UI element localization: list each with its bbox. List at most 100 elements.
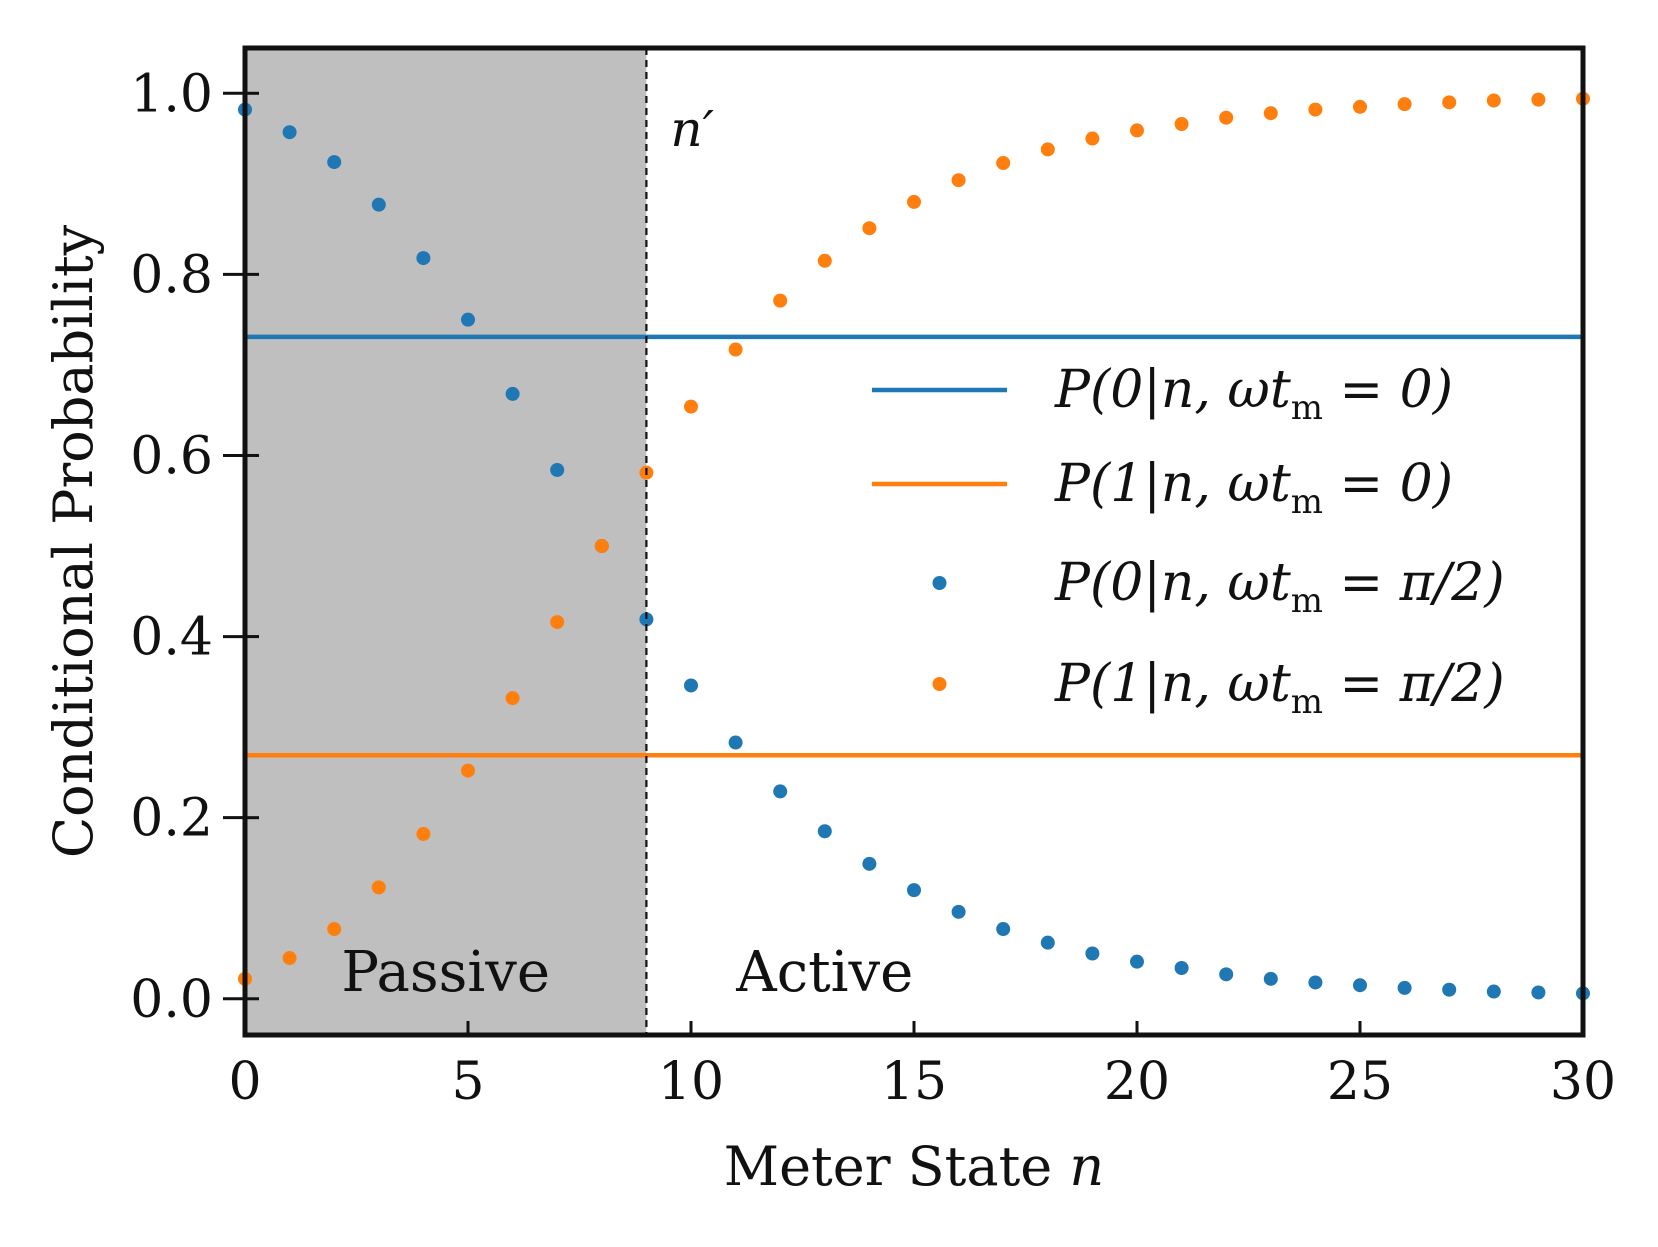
x-tick-label-30: 30 <box>1550 1052 1616 1112</box>
point-series1-n28 <box>1486 93 1501 108</box>
point-series1-n7 <box>550 615 565 630</box>
point-series0-n16 <box>951 904 966 919</box>
point-series0-n13 <box>817 824 832 839</box>
legend-label-1: P(1|n, ωtm = 0) <box>1054 454 1453 522</box>
x-tick-label-0: 0 <box>228 1052 261 1112</box>
point-series0-n26 <box>1397 980 1412 995</box>
x-axis-label-variable: n <box>1069 1135 1104 1198</box>
legend-label-subscript: m <box>1291 482 1323 522</box>
point-series1-n1 <box>282 951 297 966</box>
point-series0-n23 <box>1263 971 1278 986</box>
point-series0-n15 <box>907 883 921 898</box>
point-series0-n4 <box>416 251 431 266</box>
point-series0-n18 <box>1040 935 1055 950</box>
threshold-label: n′ <box>670 100 714 158</box>
legend: P(0|n, ωtm = 0)P(1|n, ωtm = 0)P(0|n, ωtm… <box>872 360 1505 722</box>
region-label-active: Active <box>735 940 913 1005</box>
point-series0-n20 <box>1130 954 1144 969</box>
point-series0-n10 <box>684 678 698 693</box>
axes: 0 5 10 15 20 25 30 0.0 0.2 0.4 0.6 0.8 1.0 Meter Stat… <box>42 45 1616 1198</box>
point-series1-n16 <box>951 173 966 188</box>
point-series0-n14 <box>862 856 877 871</box>
y-tick-label-0: 0.0 <box>130 970 213 1030</box>
point-series1-n29 <box>1531 92 1546 107</box>
point-series0-n12 <box>773 784 788 799</box>
point-series0-n7 <box>550 462 565 477</box>
point-series1-n20 <box>1130 123 1144 138</box>
point-series1-n22 <box>1219 110 1234 125</box>
point-series1-n19 <box>1085 131 1100 146</box>
point-series1-n21 <box>1174 117 1189 132</box>
y-axis-label: Conditional Probability <box>42 224 105 858</box>
point-series1-n23 <box>1263 106 1278 121</box>
point-series1-n8 <box>594 539 609 554</box>
point-series1-n11 <box>728 342 743 357</box>
points-layer <box>238 91 1590 1001</box>
legend-label-tail: = π/2) <box>1323 654 1505 714</box>
point-series0-n11 <box>728 735 743 750</box>
legend-label-main: P(1|n, ωt <box>1054 454 1291 514</box>
point-series1-n25 <box>1353 99 1367 114</box>
point-series0-n5 <box>461 312 475 327</box>
point-series0-n9 <box>639 612 654 627</box>
x-axis-label-text: Meter State <box>724 1135 1070 1198</box>
point-series1-n27 <box>1442 95 1457 110</box>
legend-label-0: P(0|n, ωtm = 0) <box>1054 360 1453 428</box>
legend-swatch-3 <box>932 677 947 691</box>
point-series0-n1 <box>282 125 297 140</box>
legend-label-2: P(0|n, ωtm = π/2) <box>1054 553 1505 621</box>
point-series1-n5 <box>461 763 475 778</box>
point-series0-n24 <box>1308 975 1323 990</box>
point-series0-n25 <box>1353 978 1367 993</box>
legend-swatch-2 <box>932 576 947 590</box>
legend-label-3: P(1|n, ωtm = π/2) <box>1054 654 1505 722</box>
lines-layer <box>245 334 1583 758</box>
x-axis-label: Meter State n <box>724 1135 1104 1198</box>
x-tick-label-20: 20 <box>1104 1052 1170 1112</box>
point-series1-n24 <box>1308 102 1323 117</box>
y-tick-label-1: 0.2 <box>130 789 213 849</box>
point-series1-n15 <box>907 194 921 209</box>
region-passive <box>245 48 647 1035</box>
x-tick-label-15: 15 <box>881 1052 947 1112</box>
region-label-passive: Passive <box>341 940 550 1005</box>
point-series1-n6 <box>505 691 520 706</box>
legend-label-tail: = 0) <box>1323 454 1453 514</box>
point-series0-n17 <box>996 922 1011 937</box>
y-tick-label-4: 0.8 <box>130 245 213 305</box>
point-series0-n6 <box>505 386 520 401</box>
point-series1-n26 <box>1397 97 1412 112</box>
point-series0-n21 <box>1174 960 1189 975</box>
legend-label-subscript: m <box>1291 581 1323 621</box>
legend-label-main: P(0|n, ωt <box>1054 553 1291 613</box>
y-tick-label-3: 0.6 <box>130 426 213 486</box>
x-tick-label-5: 5 <box>451 1052 484 1112</box>
point-series0-n27 <box>1442 982 1457 997</box>
point-series1-n18 <box>1040 142 1055 157</box>
legend-label-subscript: m <box>1291 682 1323 722</box>
point-series0-n19 <box>1085 946 1100 961</box>
point-series1-n17 <box>996 155 1011 170</box>
legend-label-tail: = 0) <box>1323 360 1453 420</box>
point-series1-n2 <box>327 922 342 937</box>
point-series1-n14 <box>862 221 877 236</box>
regions-layer <box>245 48 1583 1035</box>
y-tick-label-2: 0.4 <box>130 608 213 668</box>
point-series0-n2 <box>327 155 342 170</box>
legend-label-main: P(1|n, ωt <box>1054 654 1291 714</box>
point-series1-n13 <box>817 253 832 268</box>
point-series0-n3 <box>371 197 386 212</box>
x-tick-label-25: 25 <box>1327 1052 1393 1112</box>
annotations-layer: n′ Passive Active <box>341 48 913 1035</box>
point-series0-n29 <box>1531 985 1546 1000</box>
point-series0-n28 <box>1486 984 1501 999</box>
point-series1-n3 <box>371 880 386 895</box>
point-series1-n10 <box>684 399 698 414</box>
point-series1-n4 <box>416 826 431 841</box>
region-active <box>646 48 1583 1035</box>
legend-label-subscript: m <box>1291 388 1323 428</box>
y-tick-label-5: 1.0 <box>130 64 213 124</box>
legend-label-main: P(0|n, ωt <box>1054 360 1291 420</box>
x-tick-label-10: 10 <box>658 1052 724 1112</box>
